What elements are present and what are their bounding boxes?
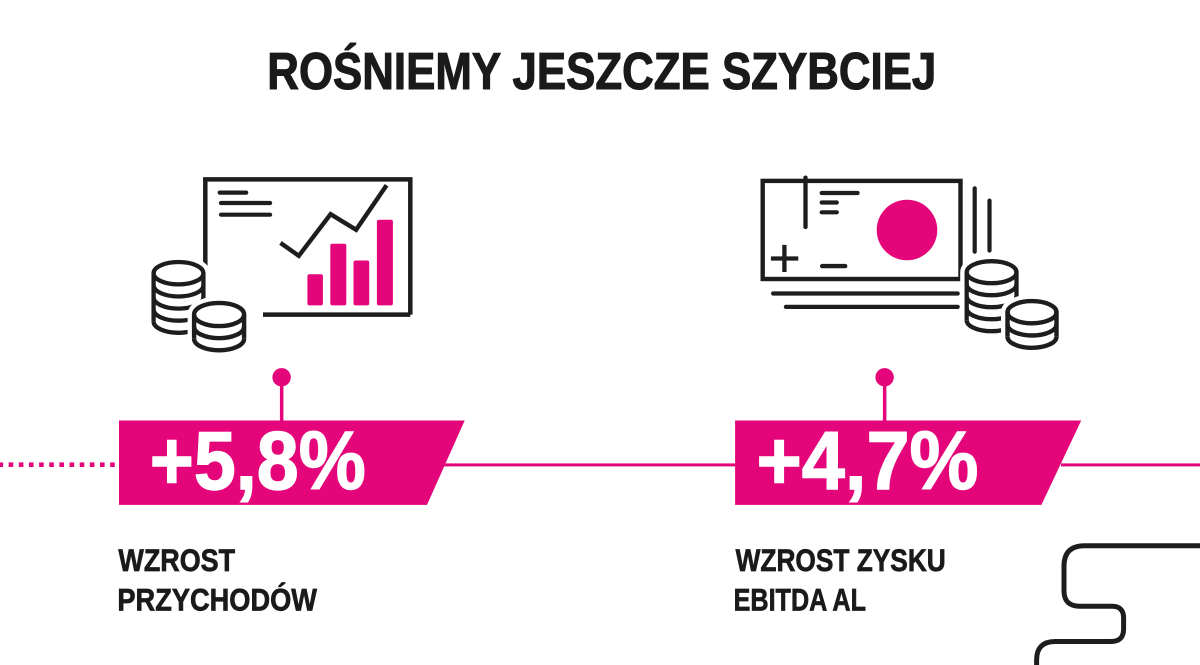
svg-text:WZROST ZYSKU: WZROST ZYSKU xyxy=(736,542,946,578)
svg-text:ROŚNIEMY JESZCZE SZYBCIEJ: ROŚNIEMY JESZCZE SZYBCIEJ xyxy=(267,42,936,100)
svg-text:WZROST: WZROST xyxy=(118,542,235,578)
svg-text:+4,7%: +4,7% xyxy=(757,414,979,507)
svg-text:+5,8%: +5,8% xyxy=(150,414,366,507)
svg-text:PRZYCHODÓW: PRZYCHODÓW xyxy=(117,581,317,617)
svg-text:EBITDA AL: EBITDA AL xyxy=(734,581,866,617)
